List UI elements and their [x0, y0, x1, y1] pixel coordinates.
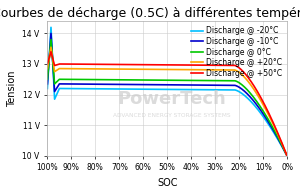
Discharge @ -10°C [49, 32, 53, 35]
Discharge @ -10°C [152, 83, 155, 86]
Legend: Discharge @ -20°C, Discharge @ -10°C, Discharge @ 0°C, Discharge @ +20°C, Discha: Discharge @ -20°C, Discharge @ -10°C, Di… [190, 25, 283, 79]
Discharge @ +50°C [210, 64, 214, 66]
Discharge @ -10°C [233, 84, 236, 86]
Discharge @ 0°C [152, 79, 155, 81]
Text: ADVANCED ENERGY STORAGE SYSTEMS: ADVANCED ENERGY STORAGE SYSTEMS [113, 113, 231, 118]
Discharge @ -10°C [210, 84, 214, 86]
Y-axis label: Tension: Tension [7, 70, 17, 107]
Discharge @ +50°C [237, 66, 241, 69]
Line: Discharge @ -20°C: Discharge @ -20°C [47, 27, 287, 156]
Discharge @ +50°C [152, 64, 155, 66]
Discharge @ +50°C [46, 63, 49, 65]
Discharge @ +20°C [210, 69, 214, 71]
Text: PowerTech: PowerTech [118, 90, 226, 108]
Discharge @ -20°C [70, 87, 74, 90]
Discharge @ 0°C [46, 78, 49, 81]
Line: Discharge @ -10°C: Discharge @ -10°C [47, 33, 287, 156]
Discharge @ +20°C [143, 68, 146, 70]
Discharge @ -10°C [46, 83, 49, 85]
Discharge @ -10°C [285, 155, 289, 157]
Discharge @ +50°C [70, 63, 74, 65]
Discharge @ 0°C [49, 38, 53, 41]
Discharge @ 0°C [237, 81, 241, 84]
Discharge @ -20°C [152, 88, 155, 90]
Discharge @ +50°C [143, 64, 146, 66]
Discharge @ +50°C [49, 51, 53, 53]
Discharge @ -20°C [49, 26, 53, 28]
Discharge @ 0°C [210, 79, 214, 82]
Discharge @ -20°C [237, 90, 241, 93]
X-axis label: SOC: SOC [157, 178, 178, 188]
Discharge @ -20°C [210, 89, 214, 91]
Discharge @ -20°C [233, 89, 236, 91]
Line: Discharge @ +20°C: Discharge @ +20°C [47, 47, 287, 156]
Discharge @ -20°C [143, 88, 146, 90]
Discharge @ 0°C [233, 80, 236, 82]
Discharge @ +20°C [152, 68, 155, 70]
Discharge @ +20°C [285, 155, 289, 157]
Discharge @ -20°C [46, 87, 49, 90]
Line: Discharge @ +50°C: Discharge @ +50°C [47, 52, 287, 156]
Discharge @ +20°C [233, 69, 236, 71]
Discharge @ +20°C [49, 46, 53, 48]
Line: Discharge @ 0°C: Discharge @ 0°C [47, 40, 287, 156]
Discharge @ -10°C [143, 83, 146, 86]
Discharge @ -20°C [285, 155, 289, 157]
Discharge @ +20°C [46, 67, 49, 70]
Discharge @ 0°C [143, 79, 146, 81]
Discharge @ +20°C [70, 67, 74, 70]
Discharge @ -10°C [237, 86, 241, 88]
Discharge @ 0°C [70, 78, 74, 81]
Title: Courbes de décharge (0.5C) à différentes températures: Courbes de décharge (0.5C) à différentes… [0, 7, 300, 20]
Discharge @ -10°C [70, 83, 74, 85]
Discharge @ +50°C [233, 64, 236, 66]
Discharge @ 0°C [285, 155, 289, 157]
Discharge @ +50°C [285, 155, 289, 157]
Discharge @ +20°C [237, 71, 241, 73]
